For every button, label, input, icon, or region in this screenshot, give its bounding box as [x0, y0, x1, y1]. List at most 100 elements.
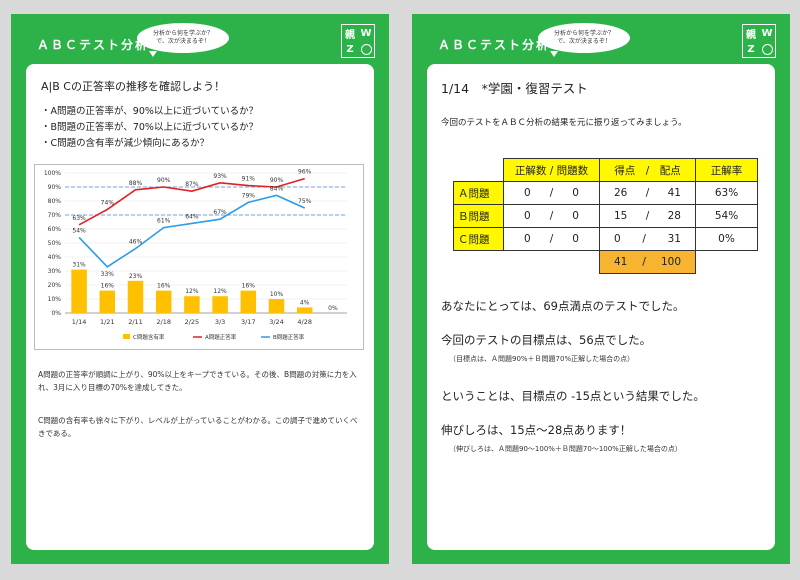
- row-label: Ｂ問題: [453, 204, 504, 228]
- bullet-item: ・A問題の正答率が、90%以上に近づいているか？: [41, 106, 259, 117]
- y-tick-label: 30%: [48, 268, 62, 275]
- slash: /: [642, 256, 646, 268]
- header-score: 得点 / 配点: [599, 158, 696, 182]
- bar: [127, 280, 144, 313]
- x-tick-label: 1/14: [72, 318, 87, 326]
- legend-label-b: B問題正答率: [273, 333, 305, 341]
- x-tick-label: 2/11: [128, 318, 143, 326]
- b-data-label: 33%: [101, 271, 115, 278]
- a-data-label: 87%: [185, 181, 199, 188]
- x-tick-label: 2/18: [156, 318, 171, 326]
- b-data-label: 79%: [242, 192, 256, 199]
- b-data-label: 54%: [72, 227, 86, 234]
- bar: [155, 290, 172, 313]
- a-data-label: 90%: [157, 177, 171, 184]
- panel-title: ＡＢＣテスト分析: [37, 38, 150, 52]
- y-tick-label: 80%: [48, 198, 62, 205]
- b-data-label: 61%: [157, 218, 171, 225]
- rate-value: 63%: [695, 181, 758, 205]
- bubble-line-1: 分析から何を学ぶか？: [553, 30, 614, 37]
- score-value: 15: [614, 210, 628, 222]
- bullet-list: ・A問題の正答率が、90%以上に近づいているか？ ・B問題の正答率が、70%以上…: [41, 104, 258, 152]
- bar: [268, 299, 285, 313]
- table-row: Ｃ問題 0 / 0 0 / 31 0%: [453, 227, 758, 251]
- a-data-label: 91%: [242, 176, 256, 183]
- smile-face-icon: [759, 41, 775, 57]
- result-text: ということは、目標点の -15点という結果でした。: [441, 389, 705, 403]
- a-data-label: 63%: [72, 215, 86, 222]
- a-data-label: 90%: [270, 177, 284, 184]
- row-label: Ａ問題: [453, 181, 504, 205]
- logo-char-2: W: [360, 27, 372, 39]
- row-label: Ｃ問題: [453, 227, 504, 251]
- x-tick-label: 2/25: [185, 318, 200, 326]
- y-tick-label: 0%: [51, 310, 61, 317]
- bar-data-label: 12%: [185, 288, 199, 295]
- legend-swatch-c: [123, 334, 130, 339]
- slash: /: [549, 233, 554, 245]
- x-tick-label: 4/28: [297, 318, 312, 326]
- bar-data-label: 16%: [101, 283, 115, 290]
- bar-data-label: 31%: [72, 262, 86, 269]
- logo-char-1: 親: [746, 29, 756, 41]
- a-data-label: 74%: [101, 199, 115, 206]
- target-note: （目標点は、Ａ問題90%＋Ｂ問題70%正解した場合の点）: [449, 355, 635, 363]
- x-tick-label: 1/21: [100, 318, 115, 326]
- logo-char-3: Z: [747, 43, 755, 55]
- y-tick-label: 60%: [48, 226, 62, 233]
- bubble-line-1: 分析から何を学ぶか？: [152, 30, 213, 37]
- y-tick-label: 100%: [44, 170, 61, 177]
- bar-data-label: 16%: [242, 283, 256, 290]
- bubble-line-2: で、次が決まるぞ！: [156, 38, 210, 45]
- slash: /: [642, 233, 646, 245]
- header-rate: 正解率: [695, 158, 758, 182]
- count-value: 0: [572, 210, 579, 222]
- table-total-row: 41 / 100: [454, 250, 758, 274]
- growth-note: （伸びしろは、Ａ問題90～100%＋Ｂ問題70～100%正解した場合の点）: [449, 445, 682, 453]
- max-value: 41: [667, 187, 681, 199]
- speech-bubble: 分析から何を学ぶか？ で、次が決まるぞ！: [137, 23, 229, 57]
- left-card: A|B Cの正答率の推移を確認しよう！ ・A問題の正答率が、90%以上に近づいて…: [26, 64, 374, 550]
- right-panel: ＡＢＣテスト分析 分析から何を学ぶか？ で、次が決まるぞ！ 親 W Z 1/14…: [412, 14, 790, 564]
- correct-value: 0: [524, 233, 531, 245]
- y-tick-label: 90%: [48, 184, 62, 191]
- y-tick-label: 40%: [48, 254, 62, 261]
- a-data-label: 93%: [213, 173, 227, 180]
- bullet-item: ・C問題の含有率が減少傾向にあるか？: [41, 138, 210, 149]
- a-series-line: [78, 177, 305, 226]
- panel-title: ＡＢＣテスト分析: [438, 38, 551, 52]
- slash: /: [645, 210, 650, 222]
- bar: [99, 290, 116, 313]
- y-tick-label: 70%: [48, 212, 62, 219]
- slash: /: [549, 210, 554, 222]
- left-panel: ＡＢＣテスト分析 分析から何を学ぶか？ で、次が決まるぞ！ 親 W Z A|B …: [11, 14, 389, 564]
- slash: /: [645, 187, 650, 199]
- bar: [71, 269, 87, 313]
- max-score-text: あなたにとっては、69点満点のテストでした。: [441, 299, 685, 313]
- bar-data-label: 23%: [129, 273, 143, 280]
- legend-label-c: C問題含有率: [133, 333, 165, 341]
- bar-data-label: 10%: [270, 291, 284, 298]
- score-value: 26: [614, 187, 628, 199]
- abc-trend-chart: 0% 10% 20% 30% 40% 50% 60% 70% 80% 90% 100% 31% 16% 2…: [44, 169, 347, 341]
- count-value: 0: [572, 187, 579, 199]
- x-tick-label: 3/3: [215, 318, 225, 326]
- max-value: 28: [667, 210, 681, 222]
- bar: [296, 307, 313, 313]
- table-header-row: 正解数 / 問題数 得点 / 配点 正解率: [454, 158, 758, 182]
- total-score: 41: [614, 256, 628, 268]
- y-tick-label: 10%: [48, 296, 62, 303]
- bar: [212, 296, 228, 313]
- logo: 親 W Z: [341, 24, 375, 58]
- max-value: 31: [667, 233, 681, 245]
- bar-data-label: 4%: [300, 299, 310, 306]
- intro-text: 今回のテストをＡＢＣ分析の結果を元に振り返ってみましょう。: [441, 118, 687, 128]
- smile-face-icon: [358, 41, 374, 57]
- legend-label-a: A問題正答率: [205, 333, 237, 341]
- bar: [240, 290, 257, 313]
- bar: [184, 296, 200, 313]
- bullet-item: ・B問題の正答率が、70%以上に近づいているか？: [41, 122, 259, 133]
- a-data-label: 88%: [129, 180, 143, 187]
- b-series-line: [78, 194, 306, 268]
- rate-value: 54%: [695, 204, 758, 228]
